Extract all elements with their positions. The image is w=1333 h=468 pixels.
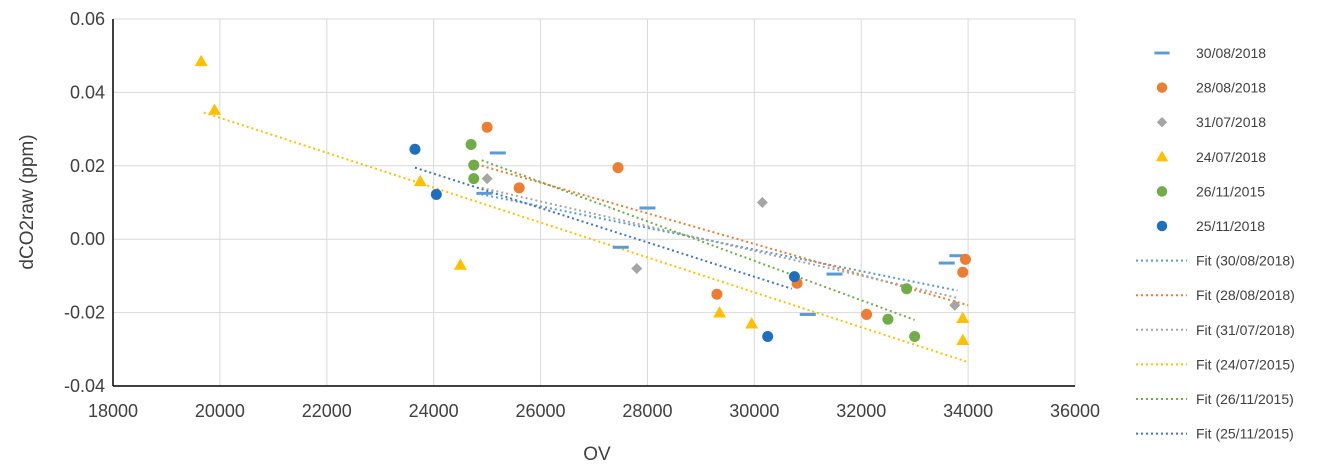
legend-label: Fit (24/07/2015) — [1196, 356, 1295, 372]
data-point — [208, 103, 222, 115]
x-axis-title: OV — [583, 444, 611, 465]
y-tick-label: 0.00 — [70, 229, 105, 249]
legend-marker — [1156, 220, 1168, 232]
data-point — [489, 151, 506, 155]
x-tick-label: 32000 — [836, 401, 886, 421]
plot-axes — [112, 19, 1075, 387]
legend-label: Fit (25/11/2015) — [1196, 426, 1294, 442]
legend-label: Fit (31/07/2018) — [1196, 322, 1295, 338]
data-point — [901, 283, 913, 295]
legend-label: 31/07/2018 — [1196, 114, 1266, 130]
data-point — [481, 173, 493, 185]
x-tick-label: 26000 — [516, 401, 566, 421]
data-point — [956, 333, 970, 345]
data-point — [465, 139, 477, 151]
data-point — [956, 311, 970, 323]
data-point — [631, 263, 643, 275]
y-tick-label: -0.04 — [64, 376, 105, 396]
data-point — [788, 271, 800, 283]
y-tick-label: 0.02 — [70, 156, 105, 176]
data-point — [949, 299, 961, 311]
legend: 30/08/2018 28/08/2018 31/07/2018 24/07/2018… — [1136, 45, 1295, 442]
data-point — [612, 245, 629, 249]
data-point — [711, 288, 723, 300]
data-point — [430, 188, 442, 200]
data-point — [861, 308, 873, 320]
legend-marker — [1156, 186, 1168, 197]
data-point — [481, 121, 493, 133]
x-tick-label: 18000 — [88, 401, 138, 421]
legend-label: Fit (30/08/2018) — [1196, 253, 1295, 269]
data-point — [413, 174, 427, 187]
legend-label: Fit (26/11/2015) — [1196, 391, 1294, 407]
x-tick-label: 34000 — [943, 401, 993, 421]
x-tick-label: 20000 — [195, 401, 245, 421]
data-point — [468, 173, 480, 185]
legend-label: 30/08/2018 — [1196, 45, 1266, 61]
data-point — [938, 261, 955, 265]
trendline — [414, 166, 793, 290]
trendline — [481, 164, 969, 307]
data-point — [453, 258, 467, 270]
x-tick-label: 36000 — [1050, 401, 1100, 421]
legend-marker — [1155, 150, 1169, 162]
data-point — [476, 191, 493, 195]
tick-labels: 18000 20000 22000 24000 26000 28000 30000 32000… — [64, 9, 1100, 421]
legend-label: 24/07/2018 — [1196, 149, 1266, 165]
legend-label: 28/08/2018 — [1196, 80, 1266, 96]
legend-marker — [1154, 51, 1170, 55]
data-point — [468, 159, 480, 171]
y-axis-title: dCO2raw (ppm) — [17, 134, 38, 269]
trendline — [203, 111, 969, 364]
data-point — [826, 272, 843, 276]
x-tick-label: 22000 — [302, 401, 352, 421]
y-tick-label: 0.04 — [70, 82, 105, 102]
data-point — [639, 206, 656, 210]
data-point — [957, 266, 969, 278]
data-point — [513, 182, 525, 194]
data-point — [612, 162, 624, 174]
data-point — [762, 330, 774, 342]
legend-marker — [1156, 116, 1168, 128]
y-tick-label: 0.06 — [70, 9, 105, 29]
trendline — [481, 186, 958, 299]
data-point — [756, 197, 768, 208]
data-point — [949, 254, 966, 258]
trendline — [481, 159, 916, 321]
gridlines — [112, 18, 1076, 387]
legend-label: Fit (28/08/2018) — [1196, 287, 1295, 303]
data-point — [194, 54, 208, 67]
x-tick-label: 28000 — [622, 401, 672, 421]
data-point — [959, 253, 971, 265]
legend-label: 25/11/2018 — [1196, 218, 1265, 234]
data-point — [909, 330, 921, 342]
trendlines — [203, 111, 969, 364]
x-tick-label: 30000 — [729, 401, 779, 421]
data-point — [799, 312, 816, 316]
data-point — [409, 143, 421, 155]
y-tick-label: -0.02 — [64, 303, 105, 323]
data-point — [713, 306, 727, 318]
legend-label: 26/11/2015 — [1196, 183, 1265, 199]
data-point — [882, 313, 894, 325]
legend-marker — [1156, 82, 1168, 93]
x-tick-label: 24000 — [409, 401, 459, 421]
data-points — [194, 54, 971, 345]
data-point — [745, 317, 759, 329]
